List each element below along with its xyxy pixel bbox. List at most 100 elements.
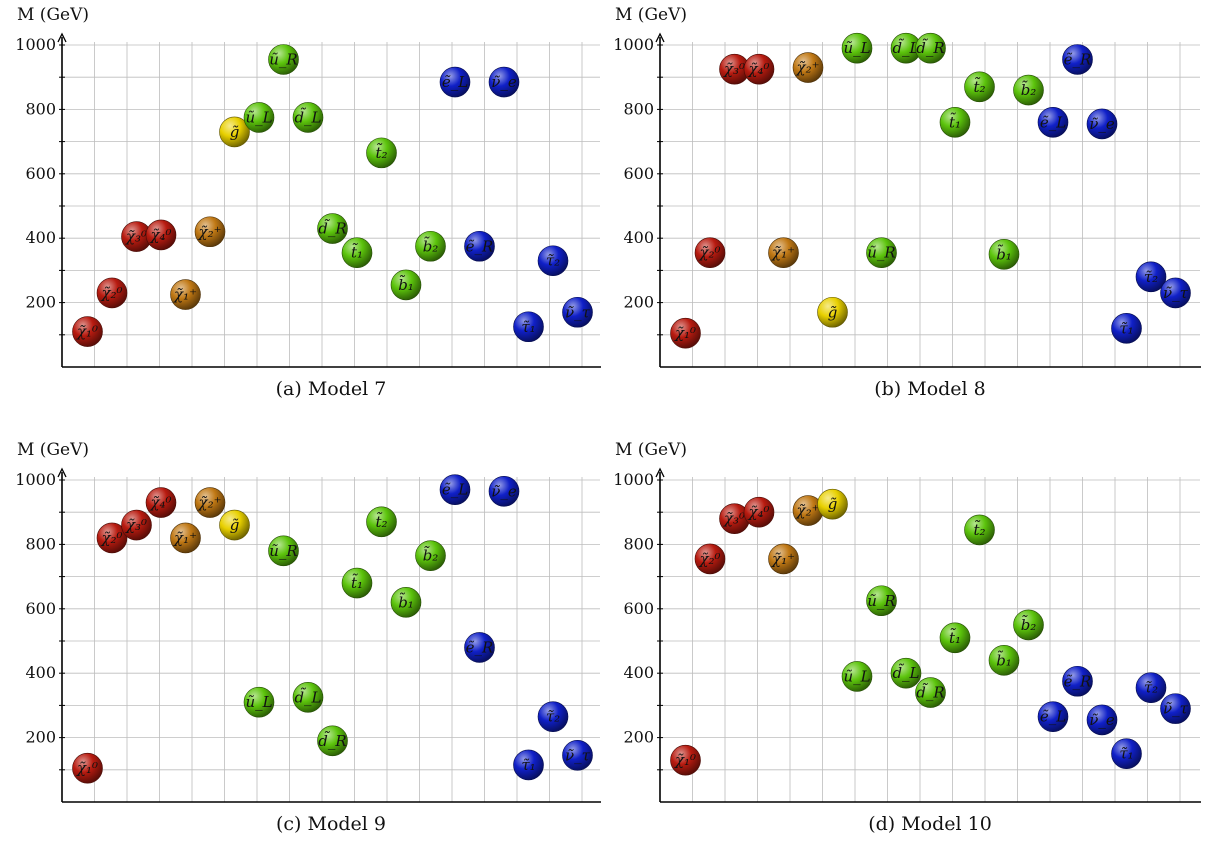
- particle-label: χ̃₂⁺: [795, 59, 819, 77]
- panel-1: 200 400 600 800 1000 M (GeV) (a) Model 7 χ̃₁⁰ χ̃…: [15, 5, 601, 400]
- data-point: χ̃₁⁰: [72, 752, 103, 784]
- particle-ball: [341, 567, 373, 599]
- data-point: t̃₁: [341, 567, 373, 599]
- particle-ball: [439, 66, 471, 98]
- data-point: b̃₂: [1013, 609, 1044, 641]
- data-point: χ̃₂⁰: [96, 522, 128, 554]
- y-tick-label: 600: [25, 599, 56, 618]
- particle-ball: [841, 32, 873, 64]
- particle-label: τ̃₂: [546, 252, 560, 270]
- data-point: b̃₁: [988, 645, 1020, 676]
- particle-ball: [488, 475, 520, 507]
- particle-label: ẽ_L: [1040, 708, 1066, 726]
- particle-ball: [96, 277, 128, 309]
- particle-label: χ̃₁⁰: [76, 323, 98, 341]
- panel-caption: (a) Model 7: [276, 378, 387, 400]
- y-axis-arrow: [57, 467, 67, 478]
- data-point: ũ_L: [243, 686, 275, 718]
- particle-ball: [562, 740, 593, 771]
- particle-ball: [1135, 672, 1167, 703]
- data-point: χ̃₁⁰: [670, 744, 701, 776]
- particle-label: χ̃₁⁺: [173, 529, 197, 547]
- data-point: ν̃_e: [1086, 704, 1118, 736]
- particle-label: ν̃_e: [1089, 115, 1115, 133]
- particle-ball: [1037, 106, 1069, 138]
- y-tick-label: 600: [25, 164, 56, 183]
- y-tick-label: 1000: [15, 470, 56, 489]
- particle-ball: [866, 237, 897, 268]
- particle-label: χ̃₂⁰: [698, 244, 720, 262]
- particle-label: ũ_R: [269, 50, 297, 68]
- data-point: t̃₁: [341, 237, 373, 268]
- particle-ball: [743, 496, 775, 528]
- particle-ball: [817, 296, 848, 328]
- particle-label: b̃₂: [423, 545, 439, 564]
- particle-label: χ̃₂⁰: [698, 550, 720, 568]
- data-point: t̃₂: [366, 137, 397, 169]
- data-point: d̃_L: [890, 657, 922, 689]
- data-point: t̃₁: [939, 106, 971, 138]
- particle-label: ν̃_τ: [565, 303, 591, 321]
- particle-ball: [145, 487, 177, 518]
- particle-label: χ̃₃⁰: [125, 516, 147, 534]
- data-point: ũ_R: [268, 44, 299, 75]
- y-tick-label: 200: [623, 293, 654, 312]
- particle-ball: [866, 585, 897, 617]
- data-point: ν̃_τ: [562, 740, 593, 771]
- particle-ball: [939, 106, 971, 138]
- particle-label: b̃₂: [1021, 80, 1037, 99]
- data-point: ũ_R: [268, 535, 299, 567]
- particle-ball: [1037, 701, 1069, 732]
- particle-ball: [415, 540, 446, 571]
- particle-ball: [670, 744, 701, 776]
- data-point: b̃₂: [415, 230, 446, 262]
- particle-ball: [243, 686, 275, 718]
- data-point: χ̃₃⁰: [719, 53, 750, 85]
- particle-ball: [1013, 609, 1044, 641]
- data-point: ũ_L: [841, 661, 873, 692]
- particle-label: ũ_R: [867, 244, 895, 262]
- particle-label: b̃₁: [996, 650, 1012, 669]
- particle-label: ũ_L: [245, 108, 272, 126]
- particle-label: ν̃_τ: [1163, 284, 1189, 302]
- particle-label: ũ_R: [867, 592, 895, 610]
- particle-ball: [219, 116, 250, 148]
- data-point: τ̃₁: [513, 749, 544, 781]
- y-tick-label: 800: [623, 534, 654, 553]
- data-point: χ̃₄⁰: [743, 496, 775, 528]
- particle-ball: [366, 506, 397, 538]
- panel-4: 200 400 600 800 1000 M (GeV) (d) Model 10 χ̃₁⁰ χ…: [613, 440, 1201, 835]
- panel-caption: (d) Model 10: [868, 813, 992, 835]
- particle-label: t̃₂: [375, 143, 387, 162]
- particle-ball: [964, 71, 995, 103]
- data-point: b̃₁: [988, 239, 1020, 270]
- particle-ball: [121, 509, 152, 541]
- particle-label: d̃_L: [294, 107, 321, 126]
- particle-ball: [243, 102, 275, 133]
- particle-label: b̃₁: [398, 592, 414, 611]
- particle-label: χ̃₁⁰: [76, 759, 98, 777]
- particle-label: d̃_R: [318, 731, 346, 750]
- y-axis-title: M (GeV): [615, 5, 687, 25]
- data-point: d̃_L: [292, 102, 324, 133]
- data-point: b̃₁: [390, 587, 422, 618]
- data-point: ẽ_R: [464, 632, 495, 663]
- particle-label: g̃: [828, 303, 838, 321]
- data-point: ẽ_L: [439, 474, 471, 505]
- particle-label: τ̃₁: [1119, 745, 1133, 763]
- particle-ball: [743, 53, 775, 85]
- y-tick-label: 1000: [15, 35, 56, 54]
- data-point: ũ_R: [866, 237, 897, 268]
- particle-label: χ̃₂⁰: [100, 284, 122, 302]
- particle-ball: [170, 522, 201, 554]
- data-point: t̃₁: [939, 622, 971, 654]
- particle-label: b̃₂: [423, 236, 439, 255]
- data-point: ν̃_τ: [1160, 693, 1191, 724]
- particle-label: t̃₂: [973, 77, 985, 96]
- particle-label: ũ_R: [269, 542, 297, 560]
- data-point: ν̃_e: [488, 66, 520, 98]
- data-point: χ̃₂⁺: [194, 216, 226, 248]
- particle-ball: [268, 44, 299, 75]
- y-tick-label: 200: [25, 293, 56, 312]
- data-point: b̃₂: [415, 540, 446, 571]
